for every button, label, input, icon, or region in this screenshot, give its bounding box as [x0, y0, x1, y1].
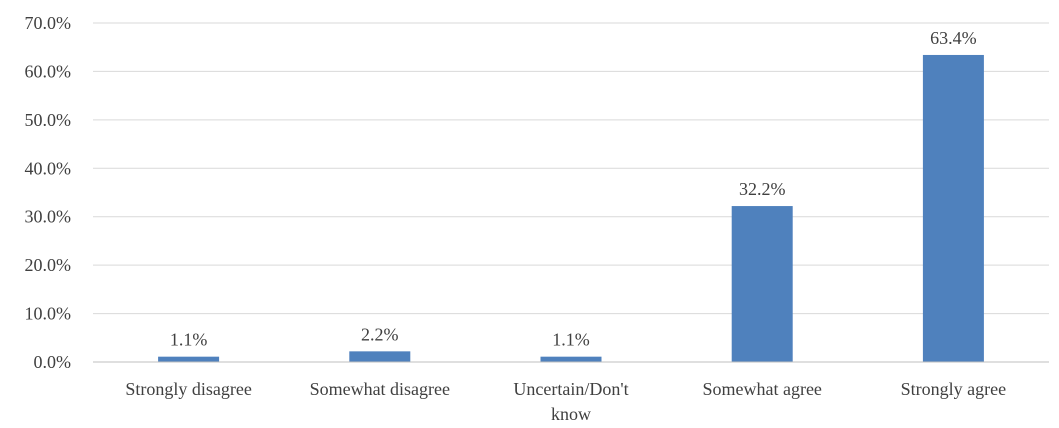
data-label: 1.1% — [170, 330, 208, 350]
y-tick-label: 20.0% — [25, 255, 72, 275]
category-label: Somewhat agree — [702, 379, 821, 399]
bar — [922, 54, 984, 362]
y-axis-tick-labels: 0.0% 10.0% 20.0% 30.0% 40.0% 50.0% 60.0% 70.0% — [25, 13, 72, 372]
y-tick-label: 40.0% — [25, 158, 72, 178]
category-label: Uncertain/Don't know — [513, 379, 628, 424]
y-tick-label: 50.0% — [25, 110, 72, 130]
data-label: 2.2% — [361, 324, 399, 344]
y-tick-label: 70.0% — [25, 13, 72, 33]
category-label: Strongly agree — [901, 379, 1006, 399]
y-tick-label: 60.0% — [25, 61, 72, 81]
y-tick-label: 30.0% — [25, 207, 72, 227]
category-label: Somewhat disagree — [310, 379, 450, 399]
data-labels: 1.1% 2.2% 1.1% 32.2% 63.4% — [170, 28, 977, 350]
data-label: 63.4% — [930, 28, 977, 48]
gridlines — [93, 22, 1049, 315]
bar — [731, 206, 793, 362]
bar — [349, 351, 411, 362]
bars — [158, 54, 984, 362]
category-labels: Strongly disagree Somewhat disagree Uncert… — [125, 379, 1006, 424]
bar — [158, 356, 220, 362]
data-label: 32.2% — [739, 179, 786, 199]
y-tick-label: 10.0% — [25, 304, 72, 324]
data-label: 1.1% — [552, 330, 590, 350]
y-tick-label: 0.0% — [34, 352, 72, 372]
bar — [540, 356, 602, 362]
category-label: Strongly disagree — [125, 379, 251, 399]
